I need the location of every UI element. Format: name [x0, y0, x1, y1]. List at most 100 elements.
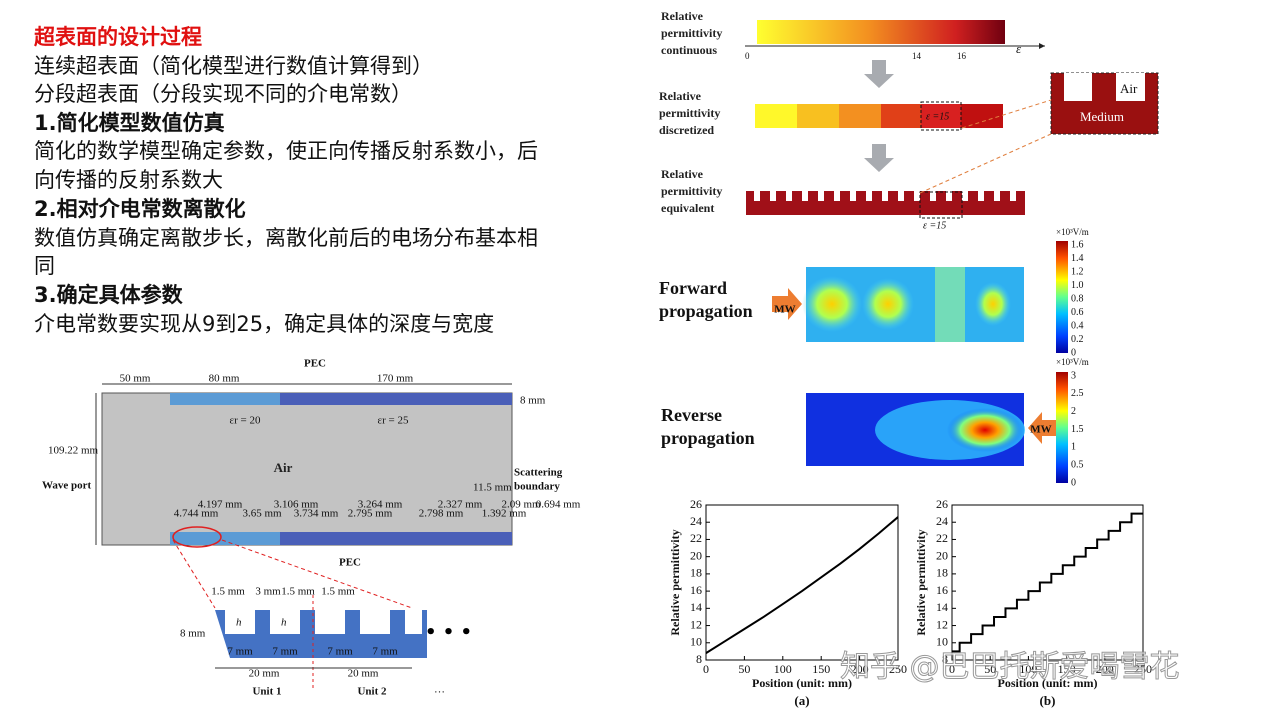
x-tick-label: 150	[1058, 662, 1076, 676]
colorbar-tick: 0.8	[1071, 293, 1084, 304]
text-line: 连续超表面（简化模型进行数值计算得到）	[34, 54, 433, 78]
colorbar-tick: 1.6	[1071, 239, 1084, 250]
dim-label: 2.09 mm	[501, 499, 541, 511]
y-tick-label: 16	[690, 583, 702, 597]
strip-label: permittivity	[659, 106, 720, 120]
colorbar-tick: 1	[1071, 442, 1076, 453]
boundary-label: boundary	[514, 481, 560, 493]
dim-labels: 4.197 mm 3.106 mm 3.264 mm 2.327 mm 2.09 mm0…	[174, 499, 581, 520]
h-label: h	[281, 617, 287, 629]
y-tick-label: 22	[690, 531, 702, 545]
strip-label: continuous	[661, 43, 717, 57]
colorbar-tick: 1.0	[1071, 280, 1084, 291]
pec-label: PEC	[304, 358, 326, 370]
source-label: MW	[774, 304, 795, 316]
strip-label: Relative	[659, 89, 702, 103]
y-tick-label: 26	[690, 497, 702, 511]
y-tick-label: 10	[690, 635, 702, 649]
y-tick-label: 12	[690, 617, 702, 631]
colorbar-tick: 3	[1071, 370, 1076, 381]
dim-label: 2.798 mm	[419, 508, 464, 520]
y-tick-label: 14	[936, 600, 948, 614]
field-label: Reverse	[661, 405, 722, 425]
text-line: 介电常数要实现从9到25，确定具体的深度与宽度	[34, 312, 494, 336]
y-axis-label: Relative permittivity	[914, 529, 928, 635]
strip-label: discretized	[659, 123, 714, 137]
dim-label: 1.392 mm	[482, 508, 527, 520]
colorbar-tick: 1.2	[1071, 266, 1084, 277]
source-label: MW	[1030, 424, 1051, 436]
dim-label: 7 mm	[272, 646, 298, 658]
dim-label: 80 mm	[209, 373, 240, 385]
y-tick-label: 18	[690, 566, 702, 580]
axis-tick: 16	[957, 51, 967, 61]
dim-label: 50 mm	[120, 373, 151, 385]
air-label: Air	[274, 460, 293, 475]
axis-tick: 14	[912, 51, 922, 61]
dim-label: 3.65 mm	[242, 508, 282, 520]
structure-diagram	[95, 383, 513, 609]
axis-tick: 0	[745, 51, 750, 61]
y-tick-label: 8	[696, 652, 702, 666]
strip-label: equivalent	[661, 201, 714, 215]
x-tick-label: 50	[984, 662, 996, 676]
dim-label: 2.795 mm	[348, 508, 393, 520]
dim-label: 11.5 mm	[473, 482, 512, 494]
colorbar-tick: 0	[1071, 347, 1076, 358]
eps-mark: ε =15	[923, 220, 946, 231]
unit-name: Unit 2	[357, 686, 387, 698]
dim-label: 4.197 mm	[198, 499, 243, 511]
dim-label: 170 mm	[377, 373, 414, 385]
dim-label: 3.264 mm	[358, 499, 403, 511]
strip-label: Relative	[661, 167, 704, 181]
dim-label: 3.106 mm	[274, 499, 319, 511]
slide-title: 超表面的设计过程	[34, 25, 202, 49]
y-tick-label: 12	[936, 617, 948, 631]
dim-label: 109.22 mm	[48, 445, 99, 457]
inset-label: Air	[1120, 81, 1138, 96]
strip-label: permittivity	[661, 184, 722, 198]
colorbar-tick: 1.4	[1071, 253, 1084, 264]
x-tick-label: 100	[774, 662, 792, 676]
eps-label: εr = 20	[230, 415, 261, 427]
y-axis-label: Relative permittivity	[668, 529, 682, 635]
colorbar-tick: 2.5	[1071, 388, 1084, 399]
dim-label: 2.327 mm	[438, 499, 483, 511]
dim-label: 7 mm	[372, 646, 398, 658]
y-tick-label: 8	[942, 652, 948, 666]
colorbar-tick: 0.2	[1071, 334, 1084, 345]
field-label: propagation	[659, 301, 753, 321]
colorbar-tick: 0	[1071, 477, 1076, 488]
colorbar-tick: 0.5	[1071, 459, 1084, 470]
colorbar-unit: ×10³V/m	[1056, 357, 1089, 367]
data-line	[952, 512, 1143, 653]
x-tick-label: 200	[1096, 662, 1114, 676]
x-axis-label: Position (unit: mm)	[998, 676, 1098, 690]
text-line: 向传播的反射系数大	[34, 168, 223, 192]
colorbar-tick: 0.4	[1071, 320, 1084, 331]
ellipsis: • • •	[425, 622, 472, 643]
dim-label: 8 mm	[520, 395, 546, 407]
section-heading: 1.简化模型数值仿真	[34, 111, 225, 135]
x-axis-label: Position (unit: mm)	[752, 676, 852, 690]
y-tick-label: 22	[936, 531, 948, 545]
y-tick-label: 20	[690, 548, 702, 562]
dim-label: 7 mm	[227, 646, 253, 658]
unit-detail	[215, 595, 427, 690]
y-tick-label: 16	[936, 583, 948, 597]
permittivity-strips	[745, 20, 1159, 219]
x-tick-label: 0	[949, 662, 955, 676]
text-line: 分段超表面（分段实现不同的介电常数）	[34, 82, 412, 106]
x-tick-label: 0	[703, 662, 709, 676]
port-label: Wave port	[42, 480, 92, 492]
x-tick-label: 250	[1134, 662, 1152, 676]
boundary-label: Scattering	[514, 467, 563, 479]
y-tick-label: 26	[936, 497, 948, 511]
colorbar-tick: 1.5	[1071, 424, 1084, 435]
colorbar-unit: ×10³V/m	[1056, 227, 1089, 237]
section-heading: 2.相对介电常数离散化	[34, 197, 246, 221]
dim-label: 0.694 mm	[536, 499, 581, 511]
colorbar-tick: 0.6	[1071, 307, 1084, 318]
